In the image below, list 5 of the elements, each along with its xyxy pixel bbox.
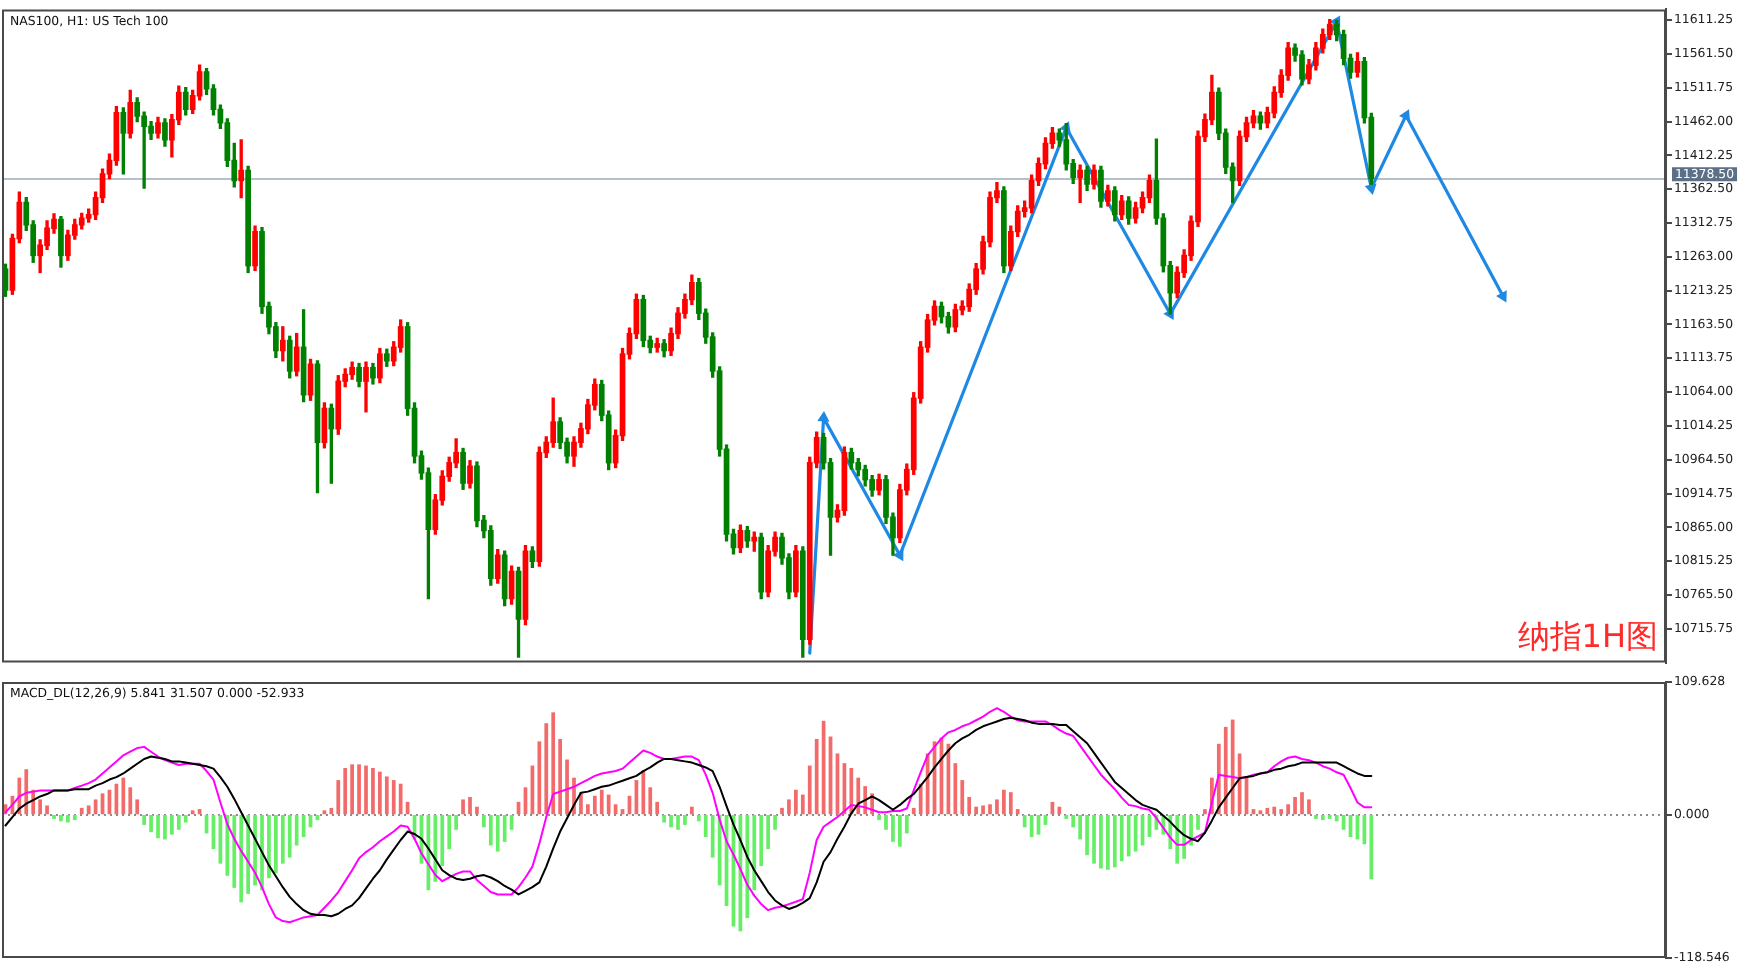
point: [1496, 290, 1507, 303]
point: [1364, 183, 1377, 196]
point: [817, 410, 830, 422]
candlestick: [1077, 164, 1083, 204]
annotation: 纳指1H图: [1517, 616, 1658, 655]
